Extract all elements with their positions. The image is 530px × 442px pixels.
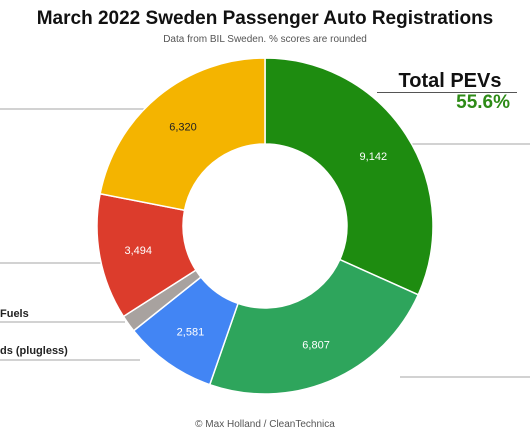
donut-slice-1: [208, 258, 420, 395]
slice-value-label: 6,320: [169, 121, 197, 133]
total-pevs-label: Total PEVs: [398, 70, 502, 92]
side-label-plugless: ds (plugless): [0, 345, 68, 357]
leader-lines: [0, 108, 530, 378]
chart-subtitle: Data from BIL Sweden. % scores are round…: [163, 34, 367, 45]
total-divider: [377, 92, 517, 93]
total-pevs-value: 55.6%: [456, 92, 510, 113]
slice-labels: 9,142 6,807 2,581 3,494 6,320: [124, 121, 387, 351]
donut-slice-0: [264, 57, 434, 296]
side-label-fuels: Fuels: [0, 308, 29, 320]
slice-value-label: 9,142: [360, 151, 388, 163]
slice-value-label: 6,807: [302, 339, 330, 351]
chart-footer: © Max Holland / CleanTechnica: [195, 419, 335, 430]
donut-slice-5: [99, 57, 266, 212]
donut-slices: [96, 57, 434, 395]
slice-value-label: 3,494: [124, 245, 152, 257]
chart-title: March 2022 Sweden Passenger Auto Registr…: [36, 8, 494, 29]
slice-value-label: 2,581: [177, 326, 205, 338]
